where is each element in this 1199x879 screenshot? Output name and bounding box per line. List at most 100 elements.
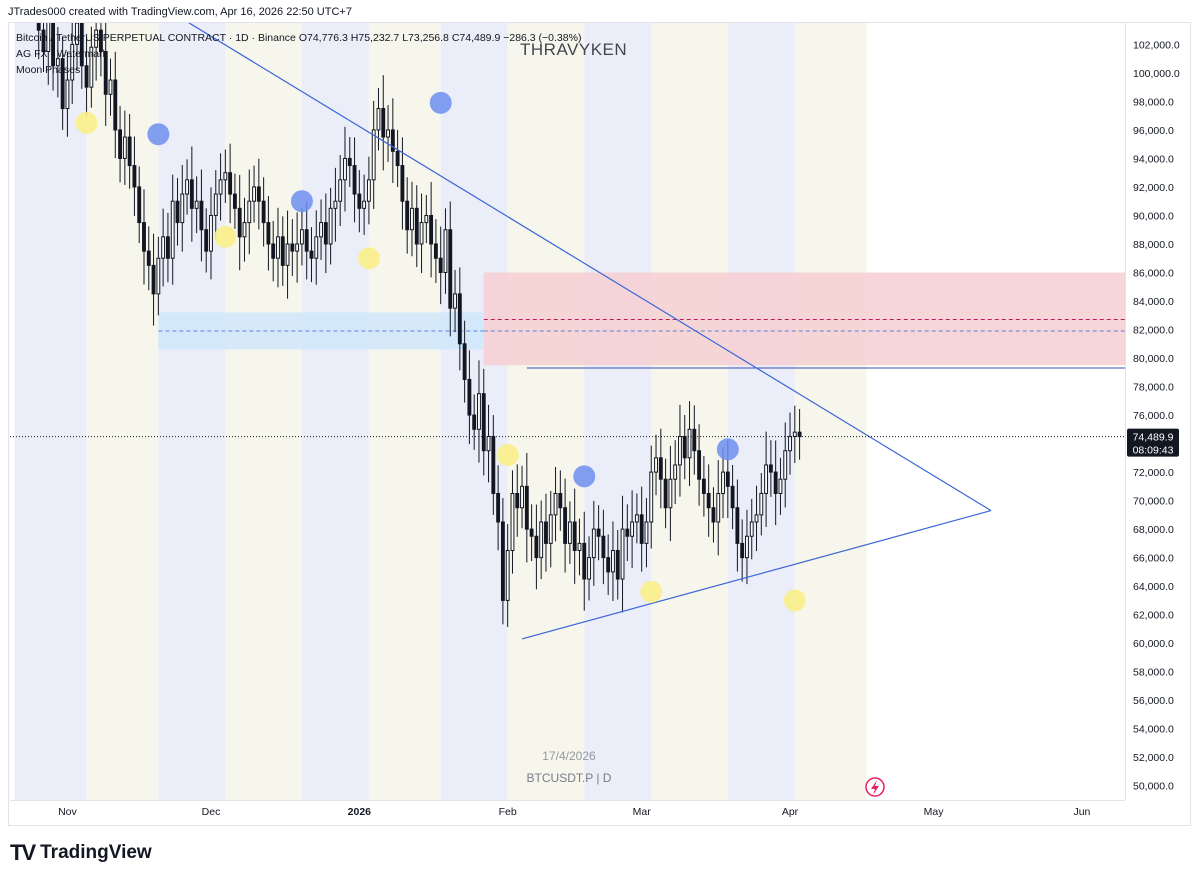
candle [376, 88, 381, 151]
candle-body-down [534, 535, 539, 559]
candle [98, 23, 103, 77]
time-tick-label: Jun [1073, 806, 1090, 818]
moon-phase-band-blue [14, 23, 87, 800]
legend-indicator-moon-phases[interactable]: Moon Phases [16, 64, 81, 76]
price-tick-label: 82,000.0 [1133, 325, 1174, 337]
candle-body-up [89, 46, 94, 88]
candle-body-up [788, 435, 792, 452]
candle [89, 26, 94, 108]
candle [352, 137, 357, 223]
candle-body-down [395, 150, 400, 167]
candle-body-down [352, 165, 357, 195]
candle-body-up [630, 521, 635, 537]
candle [271, 220, 276, 282]
candle [299, 208, 304, 266]
candle [692, 405, 697, 475]
candle [611, 521, 615, 601]
candle-body-up [477, 393, 481, 430]
candle [137, 166, 142, 244]
descending-resistance-trendline [188, 23, 992, 512]
candle [644, 498, 649, 568]
candle [563, 478, 568, 573]
candle-body-up [55, 58, 60, 67]
current-price-label: 74,489.908:09:43 [1127, 428, 1179, 457]
candle-body-down [563, 507, 568, 544]
candle [79, 23, 84, 89]
candle [601, 509, 606, 585]
candle-body-down [515, 492, 520, 509]
candle-body-up [170, 200, 175, 259]
candle-body-up [687, 428, 692, 459]
candle [711, 487, 716, 543]
price-tick-label: 98,000.0 [1133, 96, 1174, 108]
moon-phase-band-yellow [86, 23, 159, 800]
candle-body-down [457, 293, 462, 345]
candle-body-down [625, 528, 630, 537]
price-tick-label: 62,000.0 [1133, 610, 1174, 622]
candle-body-down [462, 343, 467, 380]
legend-indicator-watermark[interactable]: AG FX - Watermark [16, 48, 108, 60]
candle-body-down [529, 528, 534, 537]
candle-body-up [180, 193, 185, 224]
candle [544, 493, 548, 572]
candle-body-down [175, 200, 180, 224]
candle-body-down [118, 129, 122, 159]
candle-body-down [256, 186, 261, 202]
candle-body-up [213, 193, 218, 216]
price-tick-label: 68,000.0 [1133, 524, 1174, 536]
candle [319, 199, 323, 260]
candle-body-down [596, 528, 601, 537]
price-tick-label: 80,000.0 [1133, 353, 1174, 365]
candle-body-down [496, 492, 501, 523]
candle-body-up [386, 129, 390, 138]
candle-body-up [453, 293, 457, 309]
candle-body-down [558, 492, 563, 509]
tradingview-brand[interactable]: TV TradingView [10, 840, 152, 866]
candle-body-down [448, 229, 453, 309]
candle [142, 189, 146, 285]
candle-body-up [754, 514, 759, 523]
legend-symbol[interactable]: Bitcoin / TetherUS PERPETUAL CONTRACT · … [16, 32, 296, 44]
new-moon-marker [573, 465, 596, 488]
candle [639, 486, 644, 572]
candle-body-down [663, 478, 668, 509]
time-tick-label: Feb [499, 806, 517, 818]
candle-body-down [232, 193, 237, 209]
candle-body-up [94, 29, 99, 48]
ascending-support-trendline [521, 510, 992, 640]
candle [280, 216, 285, 286]
candle [218, 153, 223, 221]
price-tick-label: 66,000.0 [1133, 553, 1174, 565]
candle-body-up [209, 214, 213, 252]
candle-body-down [797, 431, 802, 438]
candle [381, 75, 386, 171]
time-tick-label: Nov [58, 806, 77, 818]
candle [682, 415, 687, 480]
candle [453, 269, 457, 333]
moon-phase-band-blue [301, 23, 369, 800]
candle [175, 178, 180, 246]
price-tick-label: 86,000.0 [1133, 267, 1174, 279]
tradingview-brand-text: TradingView [40, 842, 152, 863]
candle [103, 23, 108, 126]
full-moon-marker [783, 589, 806, 612]
new-moon-marker [429, 91, 452, 114]
candle-body-up [749, 521, 754, 537]
candle [309, 227, 314, 283]
candle [577, 518, 582, 576]
candle [477, 360, 481, 463]
price-tick-label: 76,000.0 [1133, 410, 1174, 422]
price-tick-label: 54,000.0 [1133, 724, 1174, 736]
candle [328, 187, 333, 265]
candle [232, 173, 237, 229]
candle [323, 193, 328, 274]
candle-body-down [280, 236, 285, 266]
candle [65, 51, 70, 137]
candle-body-up [654, 457, 658, 473]
candle-body-down [701, 478, 706, 494]
candle-body-down [146, 250, 151, 266]
candle-body-down [199, 200, 204, 231]
candle-body-up [673, 464, 678, 480]
candle [314, 210, 319, 285]
